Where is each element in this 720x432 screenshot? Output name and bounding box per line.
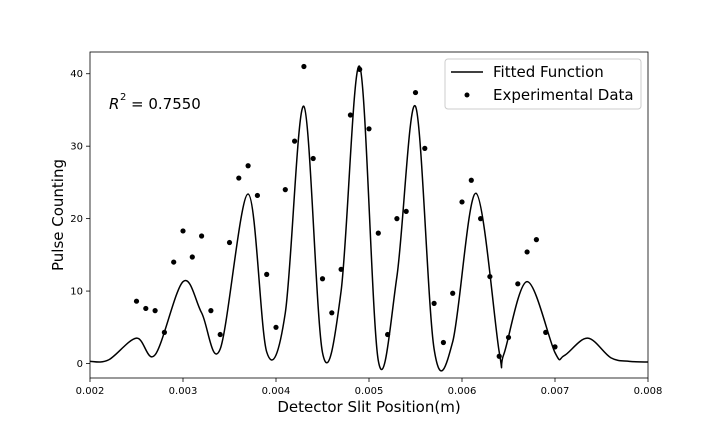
experimental-data-point	[385, 331, 391, 338]
r-squared-annotation: R 2 = 0.7550	[109, 92, 201, 113]
experimental-data-point	[208, 308, 214, 314]
fitted-function-line	[89, 65, 649, 372]
experimental-data-point	[403, 208, 409, 214]
x-tick-label: 0.003	[169, 386, 198, 397]
legend-marker-swatch	[464, 92, 470, 98]
experimental-data-point	[496, 353, 502, 359]
x-tick-label: 0.008	[634, 386, 663, 397]
legend-label-experimental: Experimental Data	[493, 86, 634, 104]
experimental-data-point	[217, 331, 223, 338]
experimental-data-point	[357, 66, 363, 72]
legend-label-fitted: Fitted Function	[493, 63, 604, 81]
y-tick-label: 10	[70, 287, 83, 298]
experimental-data-point	[422, 145, 428, 151]
experimental-data-point	[478, 216, 484, 222]
experimental-data-point	[161, 329, 167, 335]
x-tick-label: 0.007	[541, 386, 570, 397]
experimental-data-point	[366, 126, 372, 132]
y-axis-label: Pulse Counting	[49, 159, 67, 271]
y-tick-label: 0	[77, 359, 83, 370]
experimental-data-point	[552, 344, 558, 350]
experimental-data-point	[301, 63, 307, 70]
r-squared-exponent: 2	[120, 92, 126, 103]
experimental-data-point	[264, 271, 270, 277]
fitted-function-layer	[89, 65, 649, 372]
experimental-data-point	[143, 305, 149, 312]
experimental-data-point	[189, 254, 195, 260]
y-tick-label: 30	[70, 142, 83, 153]
experimental-data-point	[152, 308, 158, 314]
experimental-data-point	[236, 175, 242, 181]
experimental-data-point	[226, 239, 233, 246]
x-tick-label: 0.004	[262, 386, 291, 397]
experimental-data-point	[133, 298, 140, 304]
experimental-data-point	[254, 192, 260, 199]
experimental-data-point	[319, 276, 326, 282]
legend: Fitted Function Experimental Data	[444, 58, 642, 110]
x-tick-label: 0.006	[448, 386, 477, 397]
x-tick-label: 0.005	[355, 386, 384, 397]
experimental-data-point	[431, 300, 437, 306]
experimental-data-point	[199, 233, 205, 239]
experimental-data-point	[329, 310, 335, 316]
experimental-data-point	[468, 177, 474, 183]
ticks-layer: 0.002 0.003 0.004 0.005 0.006 0.007 0.008 0 10 20…	[70, 69, 662, 397]
experimental-data-point	[180, 228, 186, 234]
experimental-data-point	[543, 329, 549, 335]
r-squared-value: = 0.7550	[131, 95, 201, 113]
experimental-data-point	[375, 230, 381, 236]
experimental-data-point	[245, 163, 251, 169]
experimental-data-point	[533, 237, 540, 243]
x-axis-label: Detector Slit Position(m)	[277, 398, 460, 416]
legend-box	[444, 58, 642, 110]
experimental-data-point	[273, 324, 279, 330]
experimental-data-point	[450, 290, 456, 296]
experimental-data-point	[515, 281, 521, 287]
experimental-data-point	[394, 216, 400, 222]
experimental-data-point	[171, 259, 177, 265]
experimental-data-point	[282, 187, 288, 193]
r-squared-symbol: R	[109, 95, 119, 113]
y-tick-label: 20	[70, 214, 83, 225]
y-tick-label: 40	[70, 69, 83, 80]
experimental-data-point	[347, 112, 353, 118]
experimental-data-point	[440, 339, 446, 346]
experimental-data-point	[412, 89, 419, 96]
experimental-data-layer	[133, 63, 558, 359]
experimental-data-point	[505, 334, 512, 341]
experimental-data-point	[524, 249, 530, 255]
experimental-data-point	[292, 138, 298, 144]
x-tick-label: 0.002	[76, 386, 105, 397]
experimental-data-point	[310, 155, 316, 162]
experimental-data-point	[459, 199, 465, 205]
experimental-data-point	[487, 273, 493, 280]
experimental-data-point	[338, 266, 344, 272]
